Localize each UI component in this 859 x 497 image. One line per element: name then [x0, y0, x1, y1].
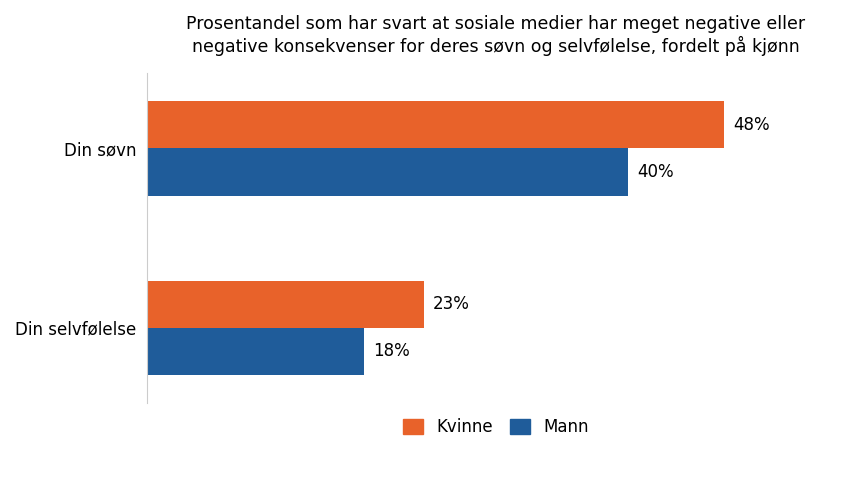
Legend: Kvinne, Mann: Kvinne, Mann: [394, 410, 597, 444]
Bar: [148, 101, 724, 149]
Title: Prosentandel som har svart at sosiale medier har meget negative eller
negative k: Prosentandel som har svart at sosiale me…: [186, 15, 805, 56]
Text: 23%: 23%: [433, 295, 470, 313]
Text: 18%: 18%: [373, 342, 410, 360]
Bar: [148, 281, 423, 328]
Text: 48%: 48%: [734, 116, 771, 134]
Bar: [148, 149, 628, 195]
Text: 40%: 40%: [637, 163, 674, 181]
Bar: [148, 328, 363, 375]
